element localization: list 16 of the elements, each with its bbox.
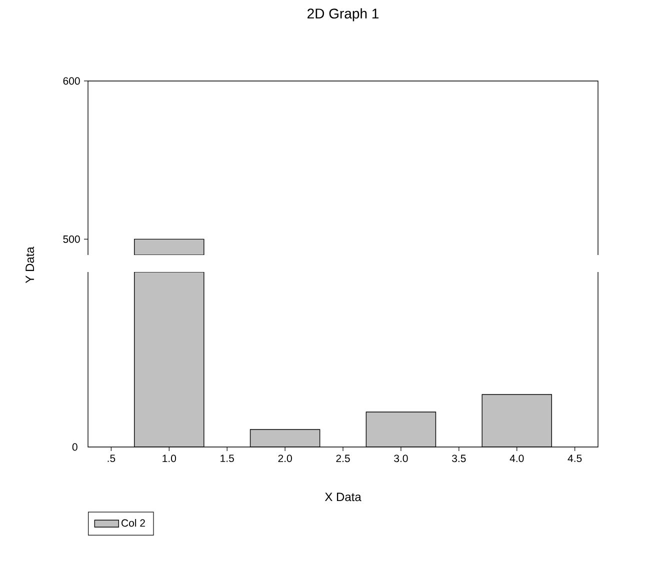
x-tick-label: 1.5 xyxy=(220,454,234,462)
y-tick-label: 600 xyxy=(63,77,80,85)
text: 0 xyxy=(72,443,78,451)
x-tick-label: 4.5 xyxy=(568,454,582,462)
chart-title: 2D Graph 1 xyxy=(308,8,378,22)
y-axis-title: Y Data xyxy=(26,246,34,284)
x-tick-label: 2.0 xyxy=(278,454,292,462)
x-tick-label: 2.5 xyxy=(336,454,350,462)
y-tick-label: 500 xyxy=(63,235,80,243)
x-tick-label: 4.0 xyxy=(510,454,524,462)
x-tick-label: .5 xyxy=(108,454,116,462)
x-tick-label: 3.5 xyxy=(452,454,466,462)
x-tick-label: 1.0 xyxy=(162,454,176,462)
legend-label: Col 2 xyxy=(122,519,145,527)
x-axis-title: X Data xyxy=(324,492,362,502)
x-tick-label: 3.0 xyxy=(394,454,408,462)
